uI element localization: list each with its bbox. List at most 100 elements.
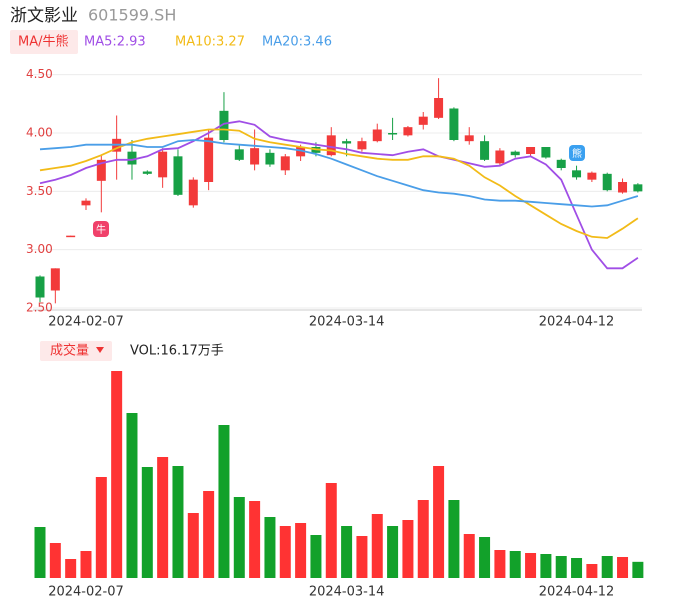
volume-bar (126, 413, 138, 578)
candle-body (388, 133, 398, 135)
x-tick-label: 2024-03-14 (309, 585, 385, 600)
volume-bar (95, 477, 107, 578)
volume-bar (463, 534, 475, 578)
volume-bar (617, 557, 629, 578)
candle-body (434, 98, 444, 118)
candle-body (541, 147, 551, 158)
volume-bar (310, 535, 322, 578)
volume-bar (433, 466, 445, 578)
volume-bar (141, 467, 153, 578)
x-tick-label: 2024-02-07 (48, 585, 124, 600)
volume-bar (448, 500, 460, 578)
y-tick-label: 4.00 (26, 126, 53, 140)
candle-body (158, 151, 168, 178)
y-tick-label: 2.50 (26, 301, 53, 315)
volume-bar (341, 526, 353, 578)
legend-entry: MA10:3.27 (175, 35, 245, 50)
volume-bar (187, 513, 199, 578)
candle-body (418, 116, 428, 125)
volume-bar (387, 526, 399, 578)
y-tick-label: 4.50 (26, 67, 53, 81)
candle-body (280, 156, 290, 171)
ma-line (39, 128, 639, 239)
candle-body (250, 148, 260, 165)
volume-bar (632, 561, 644, 578)
candle-body (480, 141, 490, 160)
candle-body (495, 150, 505, 164)
candle-body (96, 159, 106, 181)
volume-bar (540, 554, 552, 578)
signal-label: 熊 (572, 147, 582, 160)
candle-body (403, 127, 413, 136)
candle-body (219, 110, 229, 140)
volume-bar (555, 556, 567, 578)
signal-label: 牛 (96, 223, 106, 236)
volume-bar (233, 497, 245, 578)
volume-bar (295, 523, 307, 578)
volume-bar (509, 551, 521, 578)
volume-value: VOL:16.17万手 (130, 344, 224, 359)
volume-bar (65, 559, 77, 578)
volume-bar (402, 520, 414, 578)
candle-body (35, 276, 45, 298)
volume-bar (279, 526, 291, 578)
legend-tag[interactable]: MA/牛熊 (18, 34, 69, 50)
volume-tag[interactable]: 成交量 (50, 343, 89, 359)
candle-body (127, 151, 137, 165)
candle-body (142, 171, 152, 174)
candle-body (510, 151, 520, 156)
volume-bar (601, 556, 613, 578)
x-tick-label: 2024-02-07 (48, 315, 124, 330)
candle-body (204, 137, 214, 182)
candle-body (372, 129, 382, 142)
candle-body (449, 108, 459, 140)
candle-body (342, 141, 352, 144)
candle-body (464, 135, 474, 142)
volume-bar (203, 491, 215, 578)
y-tick-label: 3.50 (26, 184, 53, 198)
x-tick-label: 2024-03-14 (309, 315, 385, 330)
volume-bar (325, 483, 337, 578)
legend-entry: MA5:2.93 (84, 35, 146, 50)
candle-body (556, 159, 566, 168)
volume-bar (49, 543, 61, 578)
ma-line (39, 139, 639, 208)
candle-body (526, 147, 536, 154)
volume-bar (264, 517, 276, 578)
ma-line (39, 120, 639, 270)
candle-body (188, 179, 198, 206)
candle-body (572, 170, 582, 178)
candle-body (265, 152, 275, 165)
candle-body (173, 156, 183, 195)
volume-bar (157, 457, 169, 578)
signal-badge (569, 145, 585, 161)
candle-body (602, 173, 612, 191)
dropdown-arrow[interactable] (96, 347, 104, 353)
volume-bar (34, 527, 46, 578)
volume-bar (525, 553, 537, 578)
volume-bar (571, 558, 583, 578)
y-tick-label: 3.00 (26, 242, 53, 256)
candle-body (326, 135, 336, 156)
volume-bar (479, 537, 491, 578)
legend-tag-bg[interactable] (10, 30, 78, 54)
volume-bar (494, 550, 506, 578)
candle-body (81, 200, 91, 206)
volume-bar (417, 500, 429, 578)
x-tick-label: 2024-04-12 (539, 585, 615, 600)
volume-tag-bg[interactable] (40, 341, 112, 361)
volume-bar (586, 564, 598, 578)
candle-body (296, 147, 306, 157)
stock-code: 601599.SH (88, 6, 176, 25)
stock-name: 浙文影业 (10, 6, 78, 26)
candle-body (618, 182, 628, 193)
volume-bar (371, 514, 383, 578)
volume-bar (218, 425, 230, 578)
candle-body (50, 268, 60, 291)
volume-bar (111, 371, 123, 578)
volume-bar (172, 466, 184, 578)
volume-bar (356, 536, 368, 578)
volume-bar (80, 551, 92, 578)
candle-body (66, 235, 76, 238)
